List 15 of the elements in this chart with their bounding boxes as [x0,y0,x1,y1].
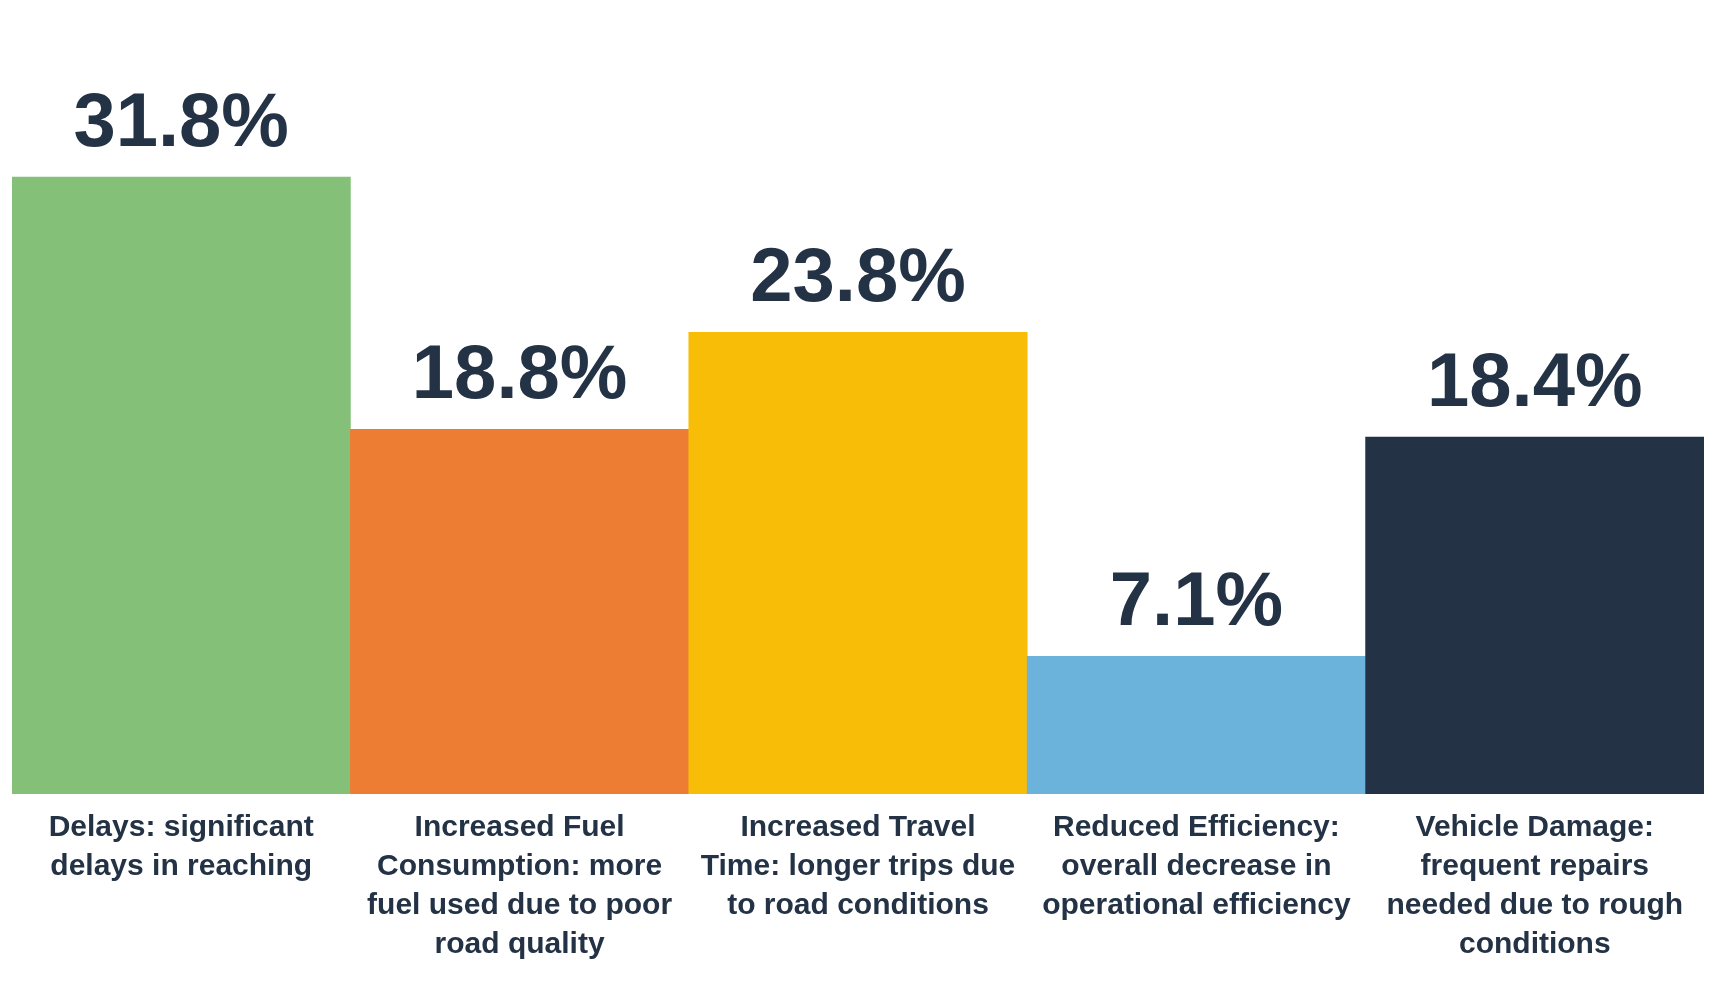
x-tick-label: Delays: significant delays in reaching [48,808,314,881]
bar [1026,655,1366,794]
bar [350,428,690,794]
data-label: 23.8% [750,232,966,318]
x-tick-label: Increased Fuel Consumption: more fuel used due to poor road quality [367,808,673,959]
x-tick-label: Reduced Efficiency: overall decrease in operational efficiency [1042,808,1351,920]
bar [688,331,1028,794]
x-tick-label: Vehicle Damage: frequent repairs needed due to rough conditions [1386,808,1684,959]
bar [12,176,351,794]
data-label: 18.8% [411,329,628,415]
data-label: 7.1% [1109,556,1284,642]
data-label: 18.4% [1427,336,1643,422]
x-tick-label: Increased Travel Time: longer trips due to road conditions [700,808,1016,920]
bar [1365,436,1704,794]
data-label: 31.8% [73,77,289,163]
